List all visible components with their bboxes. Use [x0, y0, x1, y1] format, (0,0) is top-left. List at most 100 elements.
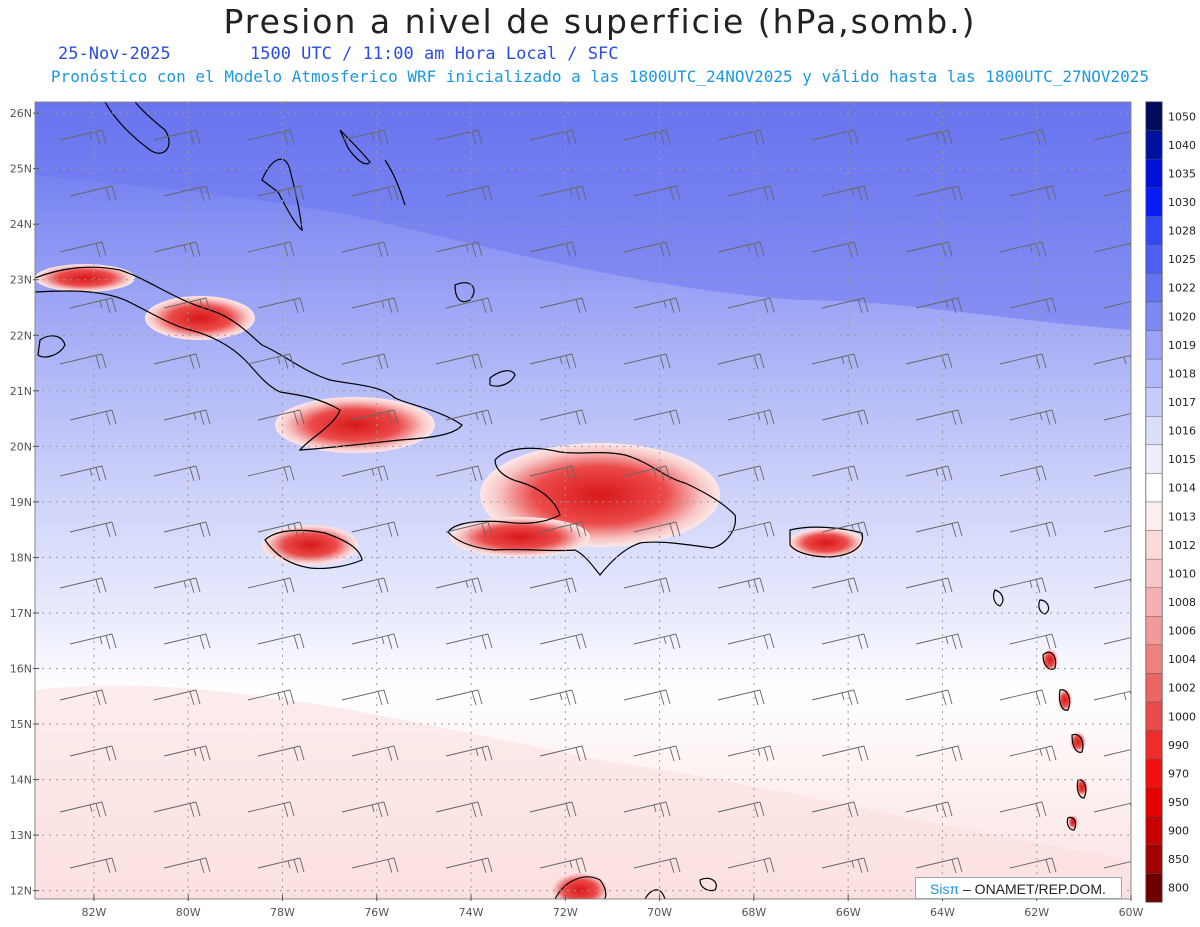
wind-barb — [999, 801, 1047, 818]
lat-tick-label: 26N — [10, 107, 32, 120]
wind-barb — [633, 521, 681, 538]
lat-tick-label: 22N — [10, 329, 32, 342]
wind-barb — [257, 409, 305, 426]
lon-tick-label: 76W — [364, 906, 389, 919]
wind-barb — [623, 801, 671, 818]
lat-tick-label: 24N — [10, 218, 32, 231]
colorbar-label: 1050 — [1168, 110, 1196, 123]
wind-barb — [727, 409, 775, 426]
wind-barb — [153, 353, 201, 370]
wind-barb — [153, 241, 201, 258]
lon-tick-label: 80W — [176, 906, 201, 919]
map-title: Presion a nivel de superficie (hPa,somb.… — [223, 2, 977, 41]
lat-tick-label: 14N — [10, 774, 32, 787]
wind-barb — [59, 577, 107, 594]
wind-barb — [1103, 189, 1131, 197]
wind-barb — [623, 465, 671, 482]
wind-barb — [351, 633, 399, 650]
colorbar-swatch — [1145, 158, 1163, 188]
wind-barb — [905, 241, 953, 258]
wind-barb — [445, 745, 493, 762]
colorbar-swatch — [1145, 758, 1163, 788]
colorbar: 1050 1040 1035 1030 1028 1025 1022 1020 1019 1018… — [1145, 101, 1196, 903]
colorbar-swatch — [1145, 844, 1163, 874]
wind-barb — [717, 465, 765, 482]
colorbar-label: 1020 — [1168, 310, 1196, 323]
lon-tick-label: 60W — [1119, 906, 1144, 919]
wind-barb — [633, 745, 681, 762]
colorbar-swatch — [1145, 244, 1163, 274]
wind-barb — [247, 353, 295, 370]
colorbar-label: 1019 — [1168, 339, 1196, 352]
wind-barb — [821, 297, 869, 314]
wind-barb — [811, 241, 859, 258]
lat-tick-label: 20N — [10, 440, 32, 453]
wind-barb — [445, 633, 493, 650]
colorbar-label: 1035 — [1168, 167, 1196, 180]
wind-barb — [445, 297, 493, 314]
lat-tick-label: 13N — [10, 829, 32, 842]
wind-barb — [727, 185, 775, 202]
wind-barb — [821, 185, 869, 202]
wind-barb — [821, 745, 869, 762]
wind-barb — [717, 353, 765, 370]
wind-barb — [811, 801, 859, 818]
wind-barb — [257, 185, 305, 202]
wind-barb — [59, 689, 107, 706]
wind-barb — [727, 297, 775, 314]
wind-barb — [153, 465, 201, 482]
wind-barb — [351, 297, 399, 314]
wind-barb — [539, 521, 587, 538]
wind-barb — [821, 409, 869, 426]
wind-barb — [1103, 413, 1131, 421]
wind-barb — [821, 857, 869, 874]
colorbar-label: 850 — [1168, 853, 1189, 866]
wind-barb — [999, 465, 1047, 482]
wind-barb — [539, 185, 587, 202]
colorbar-label: 900 — [1168, 825, 1189, 838]
wind-barb — [539, 633, 587, 650]
colorbar-label: 1017 — [1168, 396, 1196, 409]
wind-barb — [811, 353, 859, 370]
wind-barb — [1103, 861, 1131, 869]
wind-barb — [717, 241, 765, 258]
wind-barb — [59, 801, 107, 818]
wind-barb — [811, 689, 859, 706]
wind-barb — [153, 801, 201, 818]
wind-barb — [163, 409, 211, 426]
wind-barb — [257, 745, 305, 762]
wind-barb — [247, 129, 295, 146]
colorbar-swatch — [1145, 787, 1163, 817]
colorbar-swatch — [1145, 216, 1163, 246]
colorbar-swatch — [1145, 187, 1163, 217]
colorbar-swatch — [1145, 301, 1163, 331]
wind-barb — [905, 577, 953, 594]
wind-barb — [999, 241, 1047, 258]
wind-barb — [623, 577, 671, 594]
colorbar-label: 1014 — [1168, 482, 1196, 495]
wind-barb — [153, 129, 201, 146]
wind-barb — [633, 857, 681, 874]
colorbar-swatch — [1145, 358, 1163, 388]
colorbar-label: 1016 — [1168, 425, 1196, 438]
lat-tick-label: 12N — [10, 885, 32, 898]
wind-barb — [905, 129, 953, 146]
colorbar-label: 1025 — [1168, 253, 1196, 266]
valid-time: 1500 UTC / 11:00 am Hora Local / SFC — [250, 44, 619, 64]
lat-tick-label: 18N — [10, 551, 32, 564]
colorbar-swatch — [1145, 130, 1163, 160]
colorbar-swatch — [1145, 101, 1163, 131]
wind-barb — [445, 185, 493, 202]
wind-barb — [351, 857, 399, 874]
lat-tick-label: 23N — [10, 274, 32, 287]
wind-barb — [633, 633, 681, 650]
wind-barbs — [59, 129, 1131, 874]
lon-tick-label: 72W — [553, 906, 578, 919]
wind-barb — [247, 577, 295, 594]
wind-barb — [69, 521, 117, 538]
forecast-date: 25-Nov-2025 — [58, 44, 171, 64]
wind-barb — [539, 857, 587, 874]
colorbar-swatch — [1145, 530, 1163, 560]
colorbar-swatch — [1145, 558, 1163, 588]
wind-barb — [915, 745, 963, 762]
